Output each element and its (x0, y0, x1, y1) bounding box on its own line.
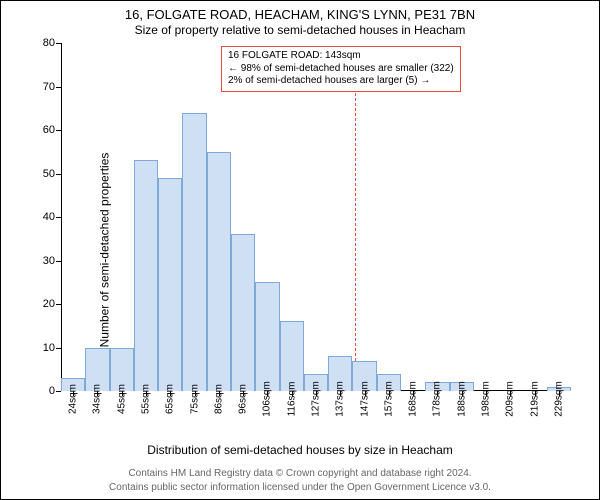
histogram-bar (158, 178, 182, 391)
chart-title-primary: 16, FOLGATE ROAD, HEACHAM, KING'S LYNN, … (1, 7, 599, 22)
x-tick-label: 137sqm (335, 381, 346, 417)
plot-area: 16 FOLGATE ROAD: 143sqm ← 98% of semi-de… (61, 43, 571, 391)
histogram-bar (207, 152, 231, 391)
callout-line-2: ← 98% of semi-detached houses are smalle… (228, 63, 454, 76)
x-tick-label: 65sqm (165, 384, 176, 414)
x-tick-label: 116sqm (286, 382, 297, 417)
y-tick-label: 40 (43, 211, 55, 223)
indicator-line (355, 48, 357, 391)
x-tick-label: 168sqm (408, 381, 419, 417)
y-tick-label: 10 (43, 342, 55, 354)
callout-box: 16 FOLGATE ROAD: 143sqm ← 98% of semi-de… (221, 46, 461, 92)
y-tick-mark (56, 348, 61, 349)
y-tick-label: 30 (43, 255, 55, 267)
y-tick-label: 80 (43, 37, 55, 49)
y-tick-mark (56, 261, 61, 262)
histogram-bar (280, 321, 304, 391)
y-tick-label: 0 (49, 385, 55, 397)
x-tick-label: 86sqm (213, 384, 224, 414)
chart-container: 16, FOLGATE ROAD, HEACHAM, KING'S LYNN, … (0, 0, 600, 500)
histogram-bar (182, 113, 206, 391)
y-tick-mark (56, 391, 61, 392)
x-axis-label: Distribution of semi-detached houses by … (1, 443, 599, 457)
footer-line-2: Contains public sector information licen… (1, 482, 599, 493)
x-tick-label: 127sqm (311, 381, 322, 417)
chart-title-secondary: Size of property relative to semi-detach… (1, 23, 599, 37)
callout-line-1: 16 FOLGATE ROAD: 143sqm (228, 50, 454, 63)
x-tick-label: 229sqm (553, 381, 564, 417)
x-tick-label: 75sqm (189, 384, 200, 414)
y-tick-mark (56, 43, 61, 44)
histogram-bar (231, 234, 255, 391)
callout-line-3: 2% of semi-detached houses are larger (5… (228, 75, 454, 88)
y-tick-label: 20 (43, 298, 55, 310)
footer-line-1: Contains HM Land Registry data © Crown c… (1, 468, 599, 479)
y-tick-mark (56, 217, 61, 218)
y-tick-mark (56, 174, 61, 175)
x-tick-label: 24sqm (68, 384, 79, 414)
x-tick-label: 157sqm (383, 381, 394, 417)
y-tick-label: 70 (43, 81, 55, 93)
x-tick-label: 219sqm (529, 381, 540, 417)
y-tick-label: 50 (43, 168, 55, 180)
x-tick-label: 45sqm (116, 384, 127, 414)
y-axis-line (61, 43, 62, 391)
x-tick-label: 55sqm (141, 384, 152, 414)
y-tick-label: 60 (43, 124, 55, 136)
x-tick-label: 96sqm (238, 384, 249, 414)
y-tick-mark (56, 130, 61, 131)
x-tick-label: 178sqm (432, 381, 443, 417)
y-tick-mark (56, 304, 61, 305)
y-tick-mark (56, 87, 61, 88)
histogram-bar (255, 282, 279, 391)
x-tick-label: 34sqm (92, 384, 103, 414)
x-tick-label: 147sqm (359, 381, 370, 417)
x-tick-label: 198sqm (481, 381, 492, 417)
x-tick-label: 106sqm (262, 381, 273, 417)
x-tick-label: 209sqm (505, 381, 516, 417)
histogram-bar (134, 160, 158, 391)
x-tick-label: 188sqm (456, 381, 467, 417)
